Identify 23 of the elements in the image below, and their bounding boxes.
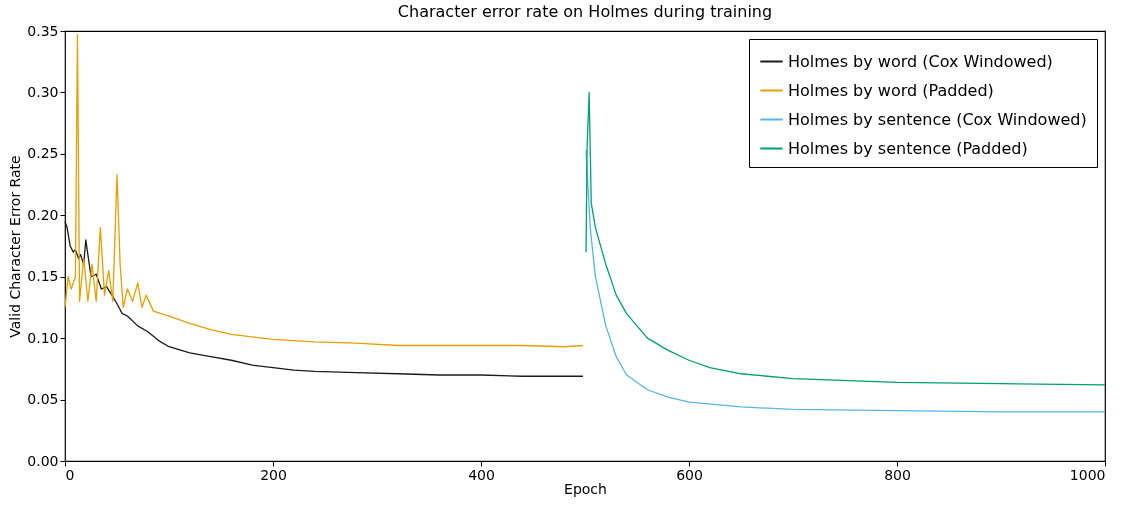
x-tick-label: 1000 <box>1069 466 1106 483</box>
y-axis-title: Valid Character Error Rate <box>7 155 24 338</box>
legend-label: Holmes by word (Cox Windowed) <box>788 51 1053 71</box>
x-axis-title: Epoch <box>564 480 607 497</box>
legend-label: Holmes by sentence (Padded) <box>788 138 1028 158</box>
y-tick-label: 0.25 <box>27 145 59 162</box>
x-tick-label: 400 <box>468 466 495 483</box>
y-tick-label: 0.10 <box>27 329 59 346</box>
chart-title: Character error rate on Holmes during training <box>397 2 773 21</box>
x-tick-label: 200 <box>260 466 287 483</box>
y-tick-label: 0.20 <box>27 206 59 223</box>
x-tick-label: 600 <box>676 466 703 483</box>
x-tick-label: 800 <box>884 466 911 483</box>
line-series <box>64 34 584 348</box>
legend-label: Holmes by word (Padded) <box>788 80 994 100</box>
y-tick-label: 0.00 <box>27 452 59 469</box>
y-tick-label: 0.05 <box>27 391 59 408</box>
y-tick-label: 0.35 <box>27 22 59 39</box>
y-tick-label: 0.30 <box>27 83 59 100</box>
x-tick-label: 0 <box>65 466 75 483</box>
line-series <box>64 220 584 377</box>
y-tick-label: 0.15 <box>27 268 59 285</box>
legend-label: Holmes by sentence (Cox Windowed) <box>788 109 1087 129</box>
